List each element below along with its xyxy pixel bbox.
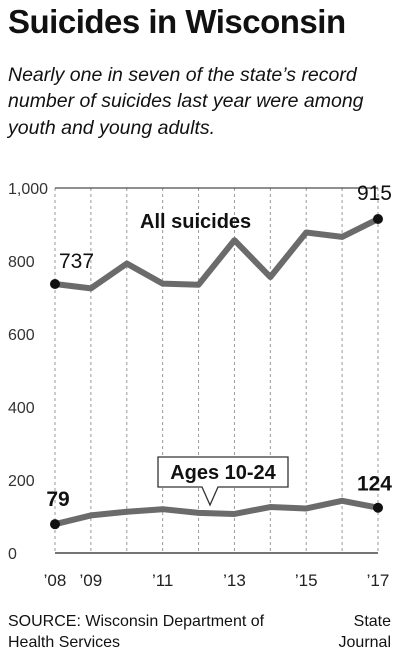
series-line — [52, 497, 381, 528]
x-tick-label: ’11 — [152, 571, 173, 590]
series-line — [52, 216, 381, 292]
data-point — [125, 262, 128, 265]
y-tick-label: 1,000 — [8, 181, 48, 198]
publisher-credit: State Journal — [338, 613, 391, 651]
x-tick-label: ’09 — [80, 571, 103, 590]
data-point — [305, 507, 308, 510]
data-point — [269, 276, 272, 279]
x-tick-label: ’17 — [367, 571, 390, 590]
x-tick-label: ’08 — [44, 571, 67, 590]
data-point — [161, 282, 164, 285]
data-point — [305, 231, 308, 234]
x-tick-label: ’15 — [295, 571, 318, 590]
data-label: 915 — [357, 182, 392, 205]
x-tick-label: ’13 — [223, 571, 246, 590]
data-point — [233, 512, 236, 515]
data-label: 79 — [46, 488, 69, 511]
data-point — [89, 514, 92, 517]
chart-title: Suicides in Wisconsin — [8, 3, 346, 40]
series-label: Ages 10-24 — [170, 462, 276, 484]
series-label: All suicides — [140, 211, 251, 233]
y-tick-label: 600 — [8, 327, 35, 344]
line-chart: 0 200 400 600 800 1,000 ’08 ’09 ’11 ’13 ’15 ’17 737 9… — [8, 181, 392, 590]
callout-box — [157, 456, 289, 507]
data-point — [197, 283, 200, 286]
y-tick-label: 800 — [8, 254, 35, 271]
source-note: SOURCE: Wisconsin Department of Health S… — [8, 613, 265, 651]
data-label: 737 — [59, 250, 94, 273]
endpoint-dot — [373, 214, 383, 225]
chart-subtitle: Nearly one in seven of the state’s recor… — [8, 64, 364, 139]
data-point — [269, 506, 272, 509]
endpoint-dot — [50, 278, 60, 289]
data-label: 124 — [357, 473, 392, 496]
data-point — [341, 499, 344, 502]
y-tick-label: 0 — [8, 546, 17, 563]
data-point — [125, 510, 128, 513]
data-point — [197, 511, 200, 514]
data-point — [89, 287, 92, 290]
endpoint-dot — [50, 519, 60, 530]
y-tick-label: 200 — [8, 473, 35, 490]
data-point — [341, 235, 344, 238]
data-point — [233, 239, 236, 242]
data-point — [161, 508, 164, 511]
endpoint-dot — [373, 502, 383, 513]
y-tick-label: 400 — [8, 400, 35, 417]
